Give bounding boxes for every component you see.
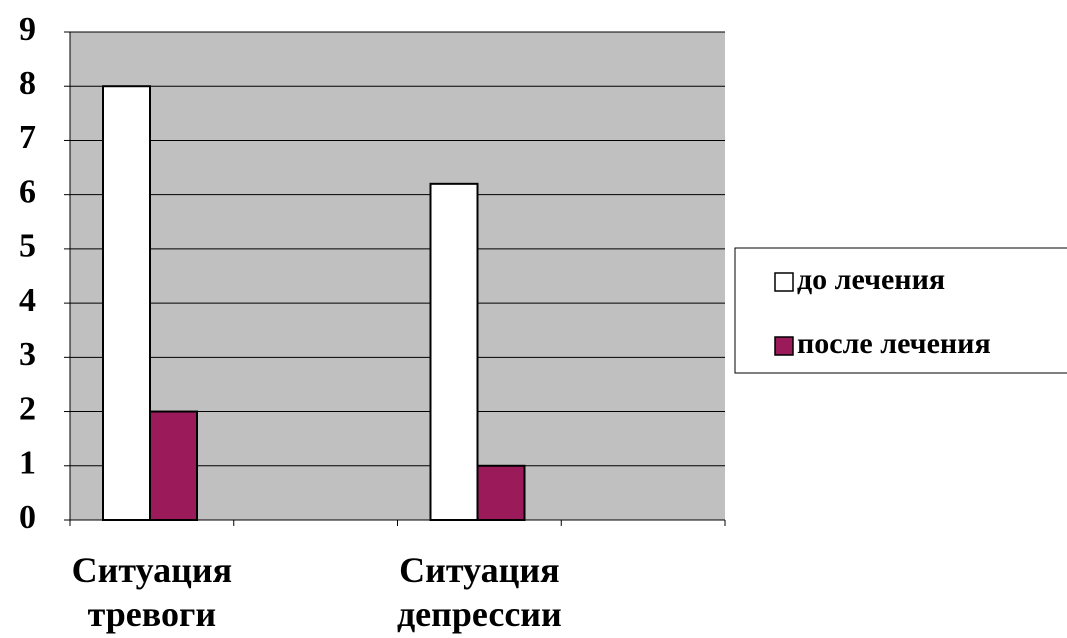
y-tick-label: 9 — [19, 11, 36, 48]
bar — [476, 464, 526, 521]
legend-swatch — [774, 336, 794, 356]
bar — [149, 410, 198, 521]
x-tick-label: Ситуация тревоги — [71, 550, 233, 634]
legend-label: после лечения — [797, 327, 991, 360]
y-tick-label: 8 — [19, 65, 36, 102]
y-tick-label: 2 — [19, 390, 36, 427]
legend-swatch — [774, 272, 794, 292]
bar — [429, 182, 479, 521]
y-tick-label: 7 — [19, 119, 36, 156]
y-tick-label: 4 — [19, 282, 36, 319]
legend-label: до лечения — [797, 263, 945, 296]
y-tick-label: 0 — [19, 499, 36, 536]
x-tick-label: Ситуация депрессии — [396, 550, 562, 634]
y-tick-label: 6 — [19, 173, 36, 210]
bar — [102, 85, 151, 521]
y-tick-label: 5 — [19, 228, 36, 265]
y-tick-label: 1 — [19, 445, 36, 482]
y-tick-label: 3 — [19, 336, 36, 373]
